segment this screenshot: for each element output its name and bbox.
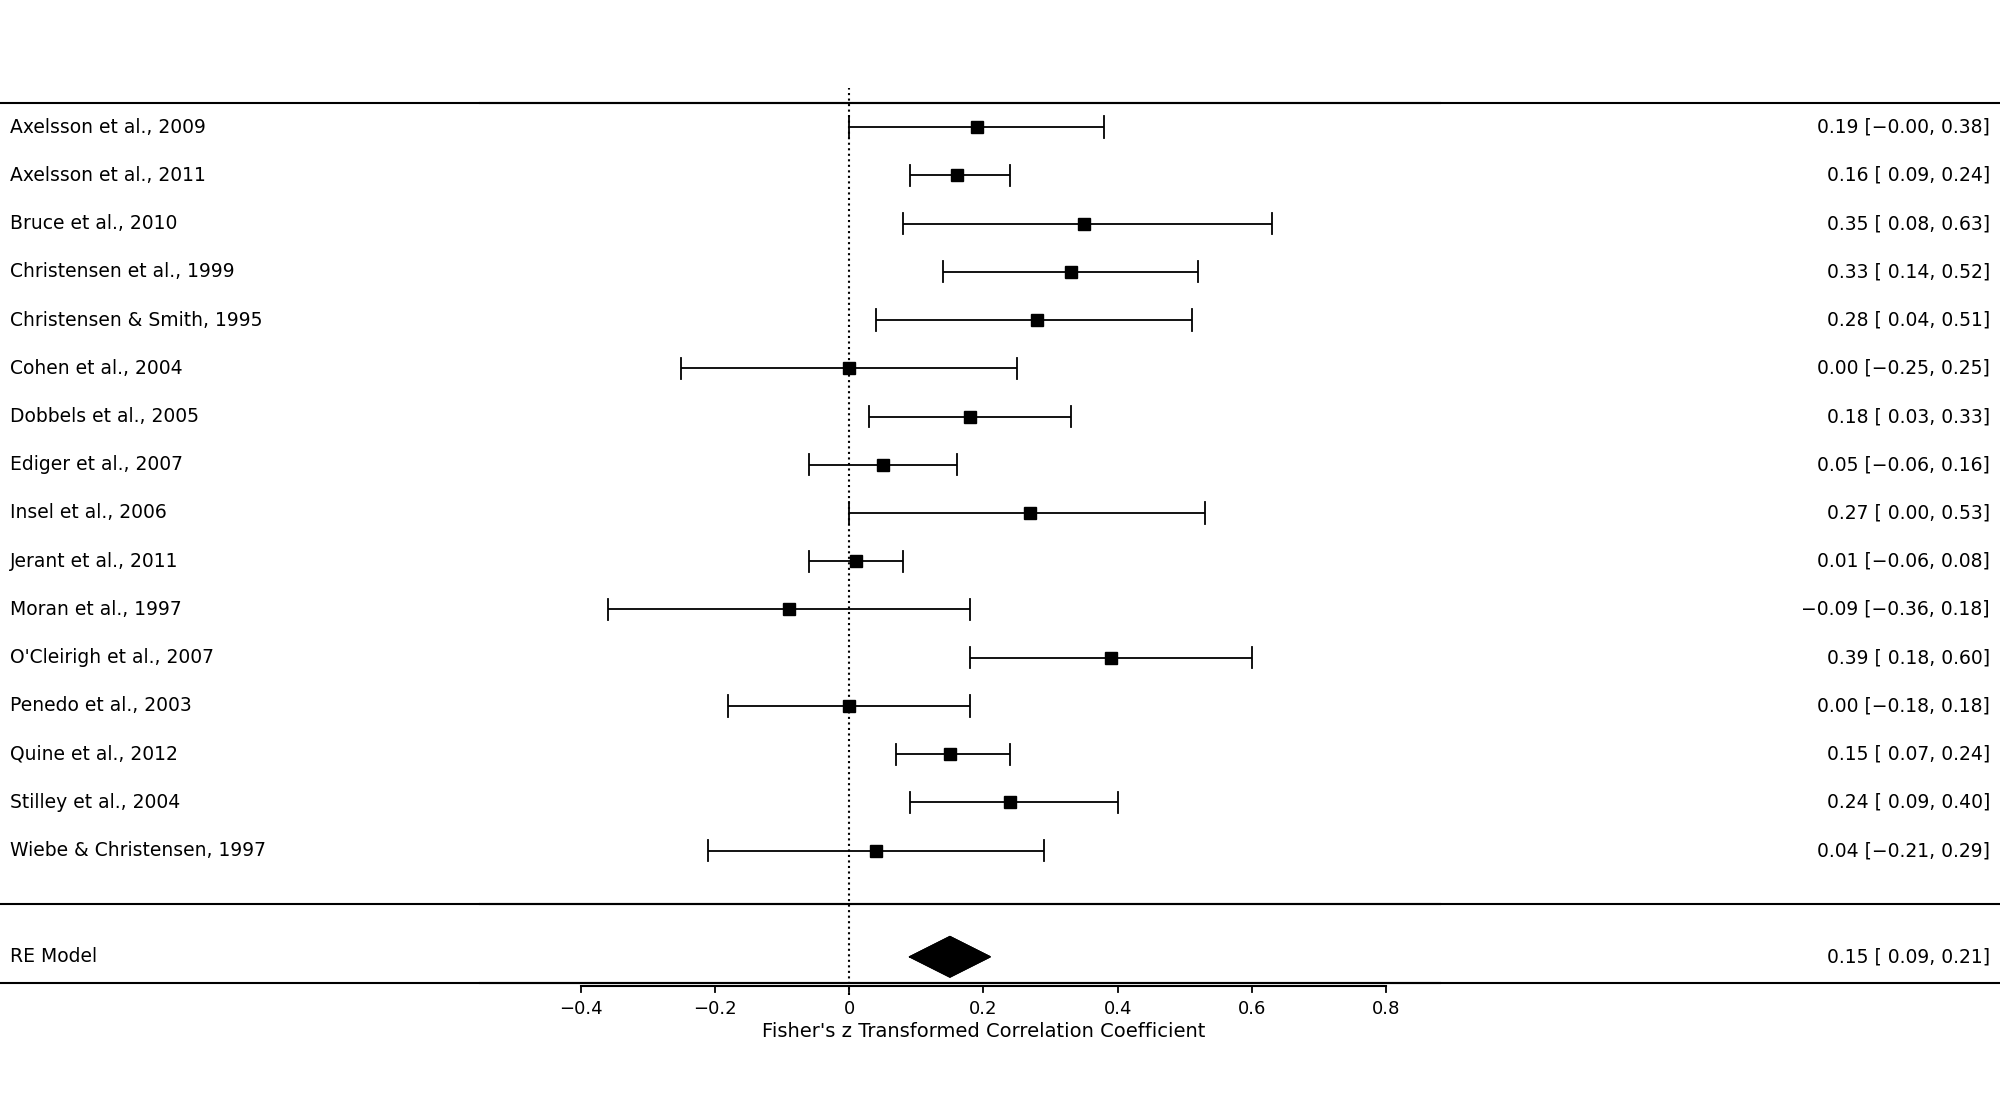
Text: 0.16 [ 0.09, 0.24]: 0.16 [ 0.09, 0.24] — [1826, 166, 1990, 185]
Text: 0.27 [ 0.00, 0.53]: 0.27 [ 0.00, 0.53] — [1826, 503, 1990, 522]
Text: 0: 0 — [844, 1000, 854, 1019]
Text: 0.39 [ 0.18, 0.60]: 0.39 [ 0.18, 0.60] — [1826, 648, 1990, 667]
Text: 0.00 [−0.25, 0.25]: 0.00 [−0.25, 0.25] — [1818, 358, 1990, 378]
Text: Dobbels et al., 2005: Dobbels et al., 2005 — [10, 407, 200, 426]
Text: RE Model: RE Model — [10, 948, 98, 967]
Text: 0.24 [ 0.09, 0.40]: 0.24 [ 0.09, 0.40] — [1826, 793, 1990, 812]
Text: Christensen et al., 1999: Christensen et al., 1999 — [10, 262, 234, 281]
Text: 0.15 [ 0.09, 0.21]: 0.15 [ 0.09, 0.21] — [1826, 948, 1990, 967]
Text: Ediger et al., 2007: Ediger et al., 2007 — [10, 456, 184, 474]
Text: Fisher's z Transformed Correlation Coefficient: Fisher's z Transformed Correlation Coeff… — [762, 1022, 1206, 1041]
Text: Stilley et al., 2004: Stilley et al., 2004 — [10, 793, 180, 812]
Text: Penedo et al., 2003: Penedo et al., 2003 — [10, 697, 192, 716]
Text: −0.2: −0.2 — [694, 1000, 736, 1019]
Polygon shape — [910, 937, 990, 977]
Text: 0.01 [−0.06, 0.08]: 0.01 [−0.06, 0.08] — [1818, 552, 1990, 571]
Text: 0.28 [ 0.04, 0.51]: 0.28 [ 0.04, 0.51] — [1826, 311, 1990, 330]
Text: Christensen & Smith, 1995: Christensen & Smith, 1995 — [10, 311, 262, 330]
Text: Cohen et al., 2004: Cohen et al., 2004 — [10, 358, 182, 378]
Text: Insel et al., 2006: Insel et al., 2006 — [10, 503, 166, 522]
Text: 0.8: 0.8 — [1372, 1000, 1400, 1019]
Text: 0.15 [ 0.07, 0.24]: 0.15 [ 0.07, 0.24] — [1826, 744, 1990, 764]
Text: Moran et al., 1997: Moran et al., 1997 — [10, 599, 182, 619]
Text: Axelsson et al., 2009: Axelsson et al., 2009 — [10, 117, 206, 136]
Text: 0.04 [−0.21, 0.29]: 0.04 [−0.21, 0.29] — [1816, 842, 1990, 860]
Text: 0.00 [−0.18, 0.18]: 0.00 [−0.18, 0.18] — [1818, 697, 1990, 716]
Text: 0.2: 0.2 — [970, 1000, 998, 1019]
Text: 0.18 [ 0.03, 0.33]: 0.18 [ 0.03, 0.33] — [1826, 407, 1990, 426]
Text: 0.4: 0.4 — [1104, 1000, 1132, 1019]
Text: Quine et al., 2012: Quine et al., 2012 — [10, 744, 178, 764]
Text: 0.6: 0.6 — [1238, 1000, 1266, 1019]
Text: −0.4: −0.4 — [558, 1000, 602, 1019]
Text: Jerant et al., 2011: Jerant et al., 2011 — [10, 552, 178, 571]
Text: 0.33 [ 0.14, 0.52]: 0.33 [ 0.14, 0.52] — [1826, 262, 1990, 281]
Text: O'Cleirigh et al., 2007: O'Cleirigh et al., 2007 — [10, 648, 214, 667]
Text: 0.19 [−0.00, 0.38]: 0.19 [−0.00, 0.38] — [1818, 117, 1990, 136]
Text: Bruce et al., 2010: Bruce et al., 2010 — [10, 215, 178, 233]
Text: 0.35 [ 0.08, 0.63]: 0.35 [ 0.08, 0.63] — [1826, 215, 1990, 233]
Text: Wiebe & Christensen, 1997: Wiebe & Christensen, 1997 — [10, 842, 266, 860]
Text: 0.05 [−0.06, 0.16]: 0.05 [−0.06, 0.16] — [1818, 456, 1990, 474]
Text: −0.09 [−0.36, 0.18]: −0.09 [−0.36, 0.18] — [1802, 599, 1990, 619]
Text: Axelsson et al., 2011: Axelsson et al., 2011 — [10, 166, 206, 185]
